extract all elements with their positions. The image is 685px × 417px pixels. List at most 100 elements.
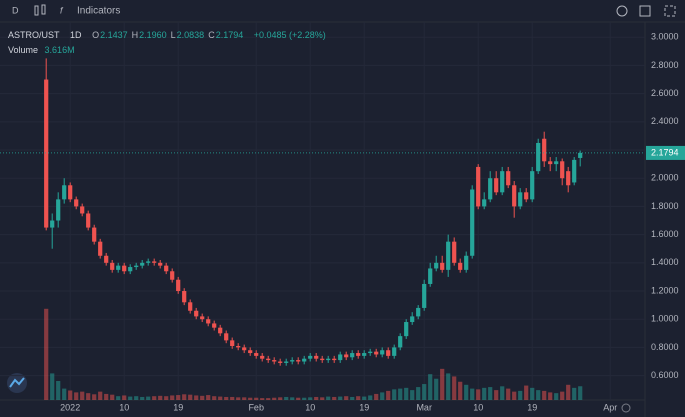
fullscreen-icon[interactable] [664, 5, 676, 17]
candle-body [152, 261, 157, 263]
volume-bar [410, 390, 415, 400]
volume-bar [110, 394, 115, 400]
volume-bar [464, 384, 469, 400]
candle-body [422, 283, 427, 308]
candles [44, 58, 583, 366]
candle-body [146, 261, 151, 263]
volume-bar [440, 368, 445, 400]
volume [44, 308, 583, 400]
candle-body [230, 340, 235, 346]
volume-bar [56, 381, 61, 400]
volume-bar [452, 376, 457, 400]
volume-bar [98, 391, 103, 400]
candle-body [272, 360, 277, 362]
candle-body [446, 241, 451, 270]
volume-bar [62, 388, 67, 400]
candle-body [398, 336, 403, 348]
candle-body [404, 322, 409, 337]
axis-settings[interactable] [621, 403, 631, 413]
ohlc-value: 2.1960 [139, 30, 167, 40]
candles-icon[interactable] [34, 4, 46, 16]
x-tick-label: 2022 [60, 402, 80, 412]
volume-value: 3.616M [44, 45, 75, 55]
candle-body [98, 241, 103, 256]
volume-bar [488, 387, 493, 400]
change: +0.0485 (+2.28%) [253, 30, 326, 40]
candle-body [368, 351, 373, 354]
ohlc-key: O [92, 30, 100, 40]
candle-body [530, 171, 535, 200]
candle-body [128, 267, 133, 272]
y-tick-label: 0.8000 [651, 342, 679, 352]
volume-bar [116, 396, 121, 400]
volume-bar [122, 395, 127, 400]
volume-bar [566, 384, 571, 400]
candle-body [188, 302, 193, 311]
candle-body [200, 316, 205, 320]
candle-body [92, 227, 97, 242]
candle-body [374, 351, 379, 355]
volume-bar [134, 396, 139, 400]
symbol-legend: ASTRO/UST 1D O2.1437 H2.1960 L2.0838 C2.179… [8, 30, 330, 40]
volume-bar [434, 378, 439, 400]
candle-body [578, 152, 583, 158]
ohlc-value: 2.1437 [100, 30, 128, 40]
volume-bar [344, 396, 349, 400]
candle-body [290, 360, 295, 362]
candle-body [134, 265, 139, 268]
volume-bar [500, 386, 505, 400]
volume-bar [224, 396, 229, 400]
volume-bar [128, 396, 133, 400]
volume-bar [284, 396, 289, 400]
volume-bar [548, 392, 553, 400]
candle-body [296, 360, 301, 362]
candle-body [500, 171, 505, 193]
candle-body [308, 355, 313, 359]
candle-body [164, 265, 169, 272]
volume-bar [218, 396, 223, 400]
candle-body [464, 255, 469, 270]
x-tick-label: 10 [119, 402, 129, 412]
logo-mark [9, 377, 25, 388]
axes: 0.6000 0.8000 1.0000 1.2000 1.4000 1.6000 1.80… [0, 32, 685, 412]
x-tick-label: 10 [305, 402, 315, 412]
volume-bar [392, 389, 397, 400]
volume-bar [560, 391, 565, 400]
volume-bar [578, 386, 583, 400]
volume-bar [278, 397, 283, 400]
candle-body [218, 327, 223, 334]
indicators-button[interactable]: Indicators [77, 6, 120, 17]
volume-bar [446, 373, 451, 400]
candle-body [386, 350, 391, 356]
candle-body [68, 185, 73, 200]
volume-bar [494, 390, 499, 400]
volume-bar [506, 388, 511, 400]
y-tick-label: 1.6000 [651, 229, 679, 239]
interval-button[interactable]: D [12, 5, 19, 15]
x-tick-label: 19 [527, 402, 537, 412]
volume-bar [362, 396, 367, 400]
volume-bar [338, 396, 343, 400]
candle-body [266, 358, 271, 361]
volume-bar [104, 393, 109, 400]
volume-bar [74, 392, 79, 400]
candle-body [392, 347, 397, 356]
fx-icon[interactable]: f [60, 5, 64, 15]
volume-bar [458, 381, 463, 400]
candle-body [512, 185, 517, 207]
candle-body [518, 192, 523, 207]
volume-bar [86, 393, 91, 400]
x-tick-label: Apr [603, 402, 617, 412]
volume-bar [404, 387, 409, 400]
volume-bar [146, 396, 151, 400]
volume-bar [476, 389, 481, 400]
candle-body [332, 358, 337, 361]
volume-bar [290, 397, 295, 400]
screenshot-icon[interactable] [639, 5, 651, 17]
candle-body [194, 310, 199, 317]
ohlc-key: H [131, 30, 139, 40]
settings-icon[interactable] [616, 5, 628, 17]
volume-bar [314, 396, 319, 400]
volume-bar [242, 397, 247, 400]
